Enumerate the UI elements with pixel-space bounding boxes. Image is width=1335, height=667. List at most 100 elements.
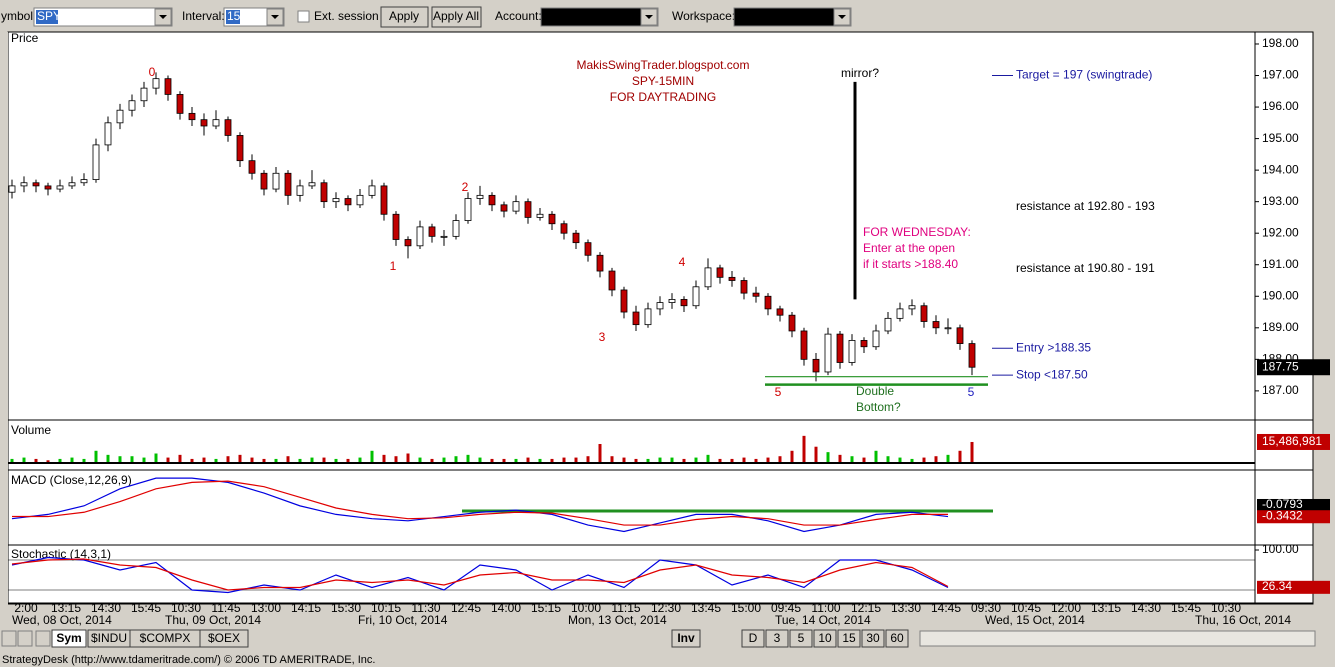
- candle-body: [236, 135, 244, 162]
- time-label: 10:30: [171, 601, 201, 615]
- time-label: 14:00: [491, 601, 521, 615]
- candle-body: [956, 327, 964, 344]
- candle-body: [92, 144, 100, 180]
- y-tick-label: 193.00: [1262, 194, 1299, 208]
- nav-button[interactable]: [1, 630, 17, 647]
- apply-button[interactable]: [380, 6, 429, 28]
- tab[interactable]: [199, 629, 249, 648]
- volume-bar: [418, 457, 422, 463]
- inv-button[interactable]: [671, 629, 701, 648]
- horizontal-scrollbar[interactable]: [919, 630, 1316, 647]
- volume-bar: [178, 454, 182, 463]
- candle-body: [128, 100, 136, 111]
- candle-body: [248, 160, 256, 174]
- time-label: 13:45: [691, 601, 721, 615]
- volume-bar: [898, 457, 902, 463]
- interval-tab[interactable]: [885, 629, 909, 648]
- volume-bar: [646, 458, 650, 463]
- apply-all-text: Apply All: [433, 9, 479, 23]
- time-label: 13:15: [1091, 601, 1121, 615]
- volume-bar: [970, 441, 974, 463]
- time-label: 10:30: [1211, 601, 1241, 615]
- volume-bar: [802, 435, 806, 463]
- candle-body: [764, 295, 772, 310]
- candle-body: [476, 194, 484, 199]
- time-label: 13:15: [51, 601, 81, 615]
- symbol-selection: [36, 10, 58, 24]
- interval-tab[interactable]: [837, 629, 861, 648]
- candle-body: [68, 182, 76, 187]
- volume-bar: [814, 446, 818, 463]
- candle-body: [692, 286, 700, 307]
- candle-body: [968, 343, 976, 368]
- y-tick-label: 187.00: [1262, 383, 1299, 397]
- tab[interactable]: [51, 629, 87, 648]
- candle-body: [668, 299, 676, 303]
- ext-session-checkbox[interactable]: [297, 10, 310, 23]
- candle-body: [368, 185, 376, 196]
- account-combobox[interactable]: [540, 7, 659, 27]
- wave-label: 2: [462, 180, 469, 194]
- interval-tab[interactable]: [765, 629, 789, 648]
- time-label: 09:30: [971, 601, 1001, 615]
- candle-body: [620, 289, 628, 313]
- volume-bar: [370, 450, 374, 463]
- candle-body: [596, 254, 604, 272]
- nav-button[interactable]: [17, 630, 33, 647]
- nav-button[interactable]: [35, 630, 51, 647]
- date-label: Thu, 09 Oct, 2014: [165, 613, 261, 627]
- candle-body: [260, 172, 268, 190]
- candle-body: [524, 201, 532, 218]
- volume-bar: [838, 454, 842, 463]
- wave-label: 5: [775, 385, 782, 399]
- volume-bar: [286, 456, 290, 463]
- y-tick-label: 100.00: [1262, 542, 1299, 556]
- y-tick-label: 194.00: [1262, 162, 1299, 176]
- volume-bar: [466, 454, 470, 463]
- workspace-combobox[interactable]: [733, 7, 852, 27]
- last-value-box: [1257, 359, 1330, 376]
- interval-tab[interactable]: [861, 629, 885, 648]
- candle-body: [776, 308, 784, 316]
- wave-label: 3: [599, 330, 606, 344]
- indicator-line: [11, 558, 949, 591]
- symbol-combobox[interactable]: [33, 7, 173, 27]
- candle-body: [464, 198, 472, 221]
- volume-bar: [886, 456, 890, 463]
- volume-bar: [226, 456, 230, 463]
- dropdown-arrow: [271, 15, 279, 19]
- volume-bar: [298, 458, 302, 463]
- interval-tab[interactable]: [789, 629, 813, 648]
- candle-body: [188, 112, 196, 121]
- date-label: Thu, 16 Oct, 2014: [1195, 613, 1291, 627]
- volume-bar: [346, 458, 350, 463]
- candle-body: [20, 182, 28, 187]
- volume-bar: [958, 450, 962, 463]
- interval-tab[interactable]: [813, 629, 837, 648]
- time-label: 2:00: [14, 601, 38, 615]
- volume-bar: [190, 458, 194, 463]
- volume-bar: [862, 457, 866, 463]
- volume-bar: [202, 457, 206, 463]
- candle-body: [680, 299, 688, 307]
- candle-body: [944, 327, 952, 330]
- candle-body: [656, 302, 664, 310]
- symbol-value: SPY: [37, 9, 61, 23]
- volume-bar: [238, 454, 242, 463]
- apply-all-button[interactable]: [431, 6, 482, 28]
- interval-tab[interactable]: [741, 629, 765, 648]
- time-label: 14:30: [91, 601, 121, 615]
- candle-body: [272, 172, 280, 190]
- candle-body: [740, 280, 748, 294]
- wave-label: 5: [968, 385, 975, 399]
- date-label: Wed, 08 Oct, 2014: [12, 613, 112, 627]
- panel-title: MACD (Close,12,26,9): [11, 473, 132, 487]
- candle-body: [428, 226, 436, 237]
- last-value-box: [1257, 510, 1330, 524]
- volume-bar: [274, 458, 278, 463]
- volume-bar: [694, 457, 698, 463]
- y-tick-label: 196.00: [1262, 99, 1299, 113]
- time-label: 10:00: [571, 601, 601, 615]
- right-scroll-strip: [1315, 32, 1335, 632]
